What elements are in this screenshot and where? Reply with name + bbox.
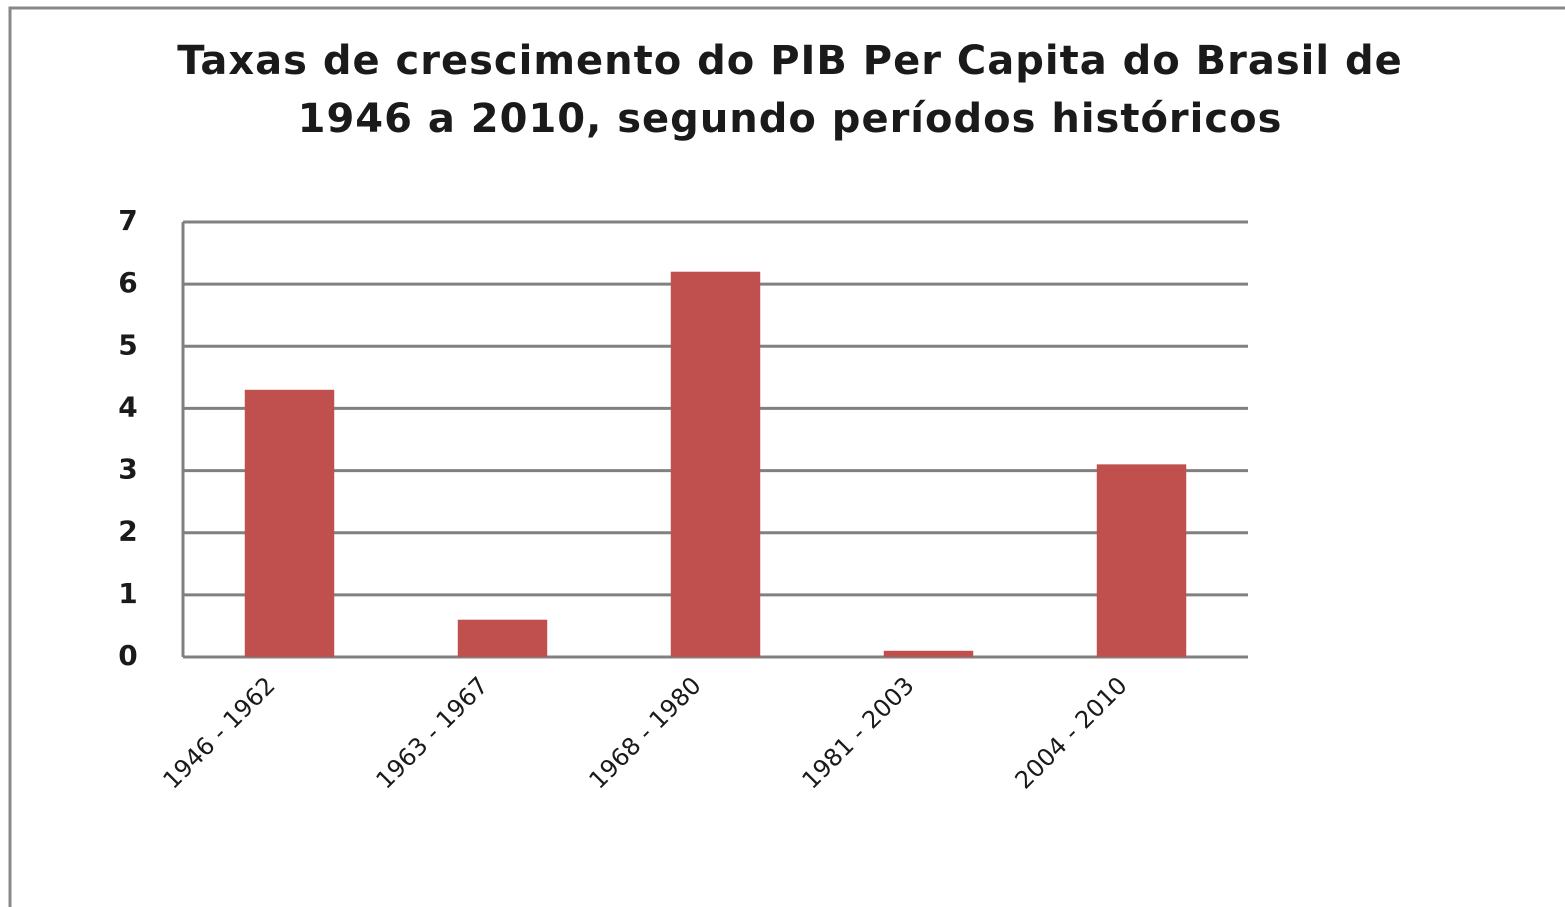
x-tick-label: 2004 - 2010 bbox=[1010, 671, 1133, 794]
chart-title: Taxas de crescimento do PIB Per Capita d… bbox=[177, 38, 1403, 142]
y-tick-label: 4 bbox=[118, 390, 137, 423]
x-tick-label: 1981 - 2003 bbox=[797, 671, 920, 794]
y-tick-label: 7 bbox=[118, 204, 137, 237]
x-tick-label: 1946 - 1962 bbox=[158, 671, 281, 794]
bar bbox=[883, 650, 974, 657]
y-tick-label: 2 bbox=[118, 515, 137, 548]
y-tick-label: 1 bbox=[118, 577, 137, 610]
bar bbox=[1096, 464, 1187, 657]
bar bbox=[670, 271, 761, 657]
y-tick-label: 6 bbox=[118, 266, 137, 299]
y-tick-label: 0 bbox=[118, 639, 137, 672]
x-tick-label: 1963 - 1967 bbox=[371, 671, 494, 794]
y-tick-label: 3 bbox=[118, 453, 137, 486]
bar bbox=[244, 389, 335, 657]
y-tick-label: 5 bbox=[118, 328, 137, 361]
bar bbox=[457, 619, 548, 657]
x-tick-label: 1968 - 1980 bbox=[584, 671, 707, 794]
chart-frame bbox=[8, 6, 1565, 907]
